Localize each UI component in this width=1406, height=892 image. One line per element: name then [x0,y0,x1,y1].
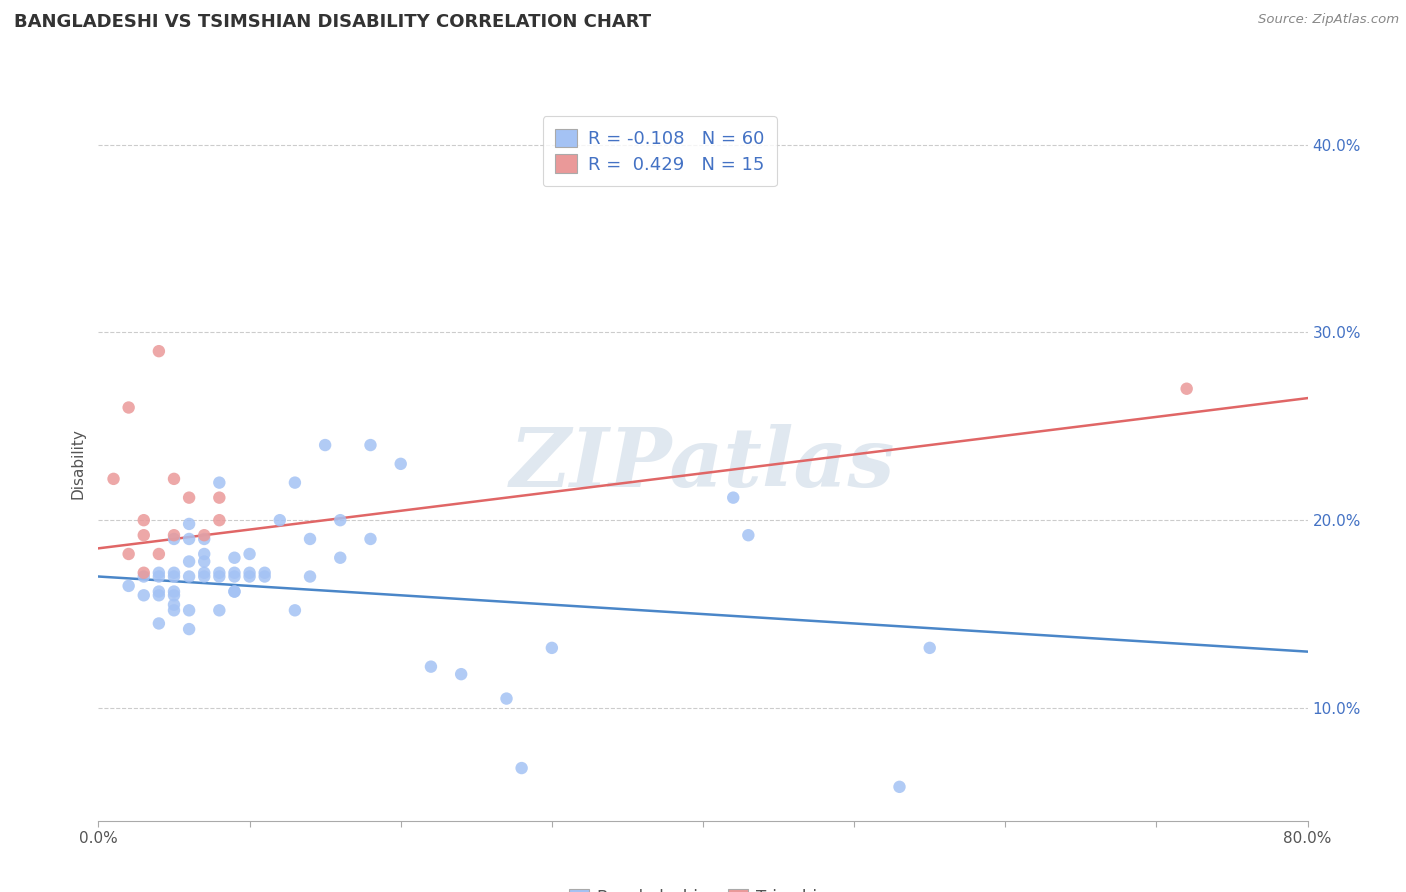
Point [329,550,352,565]
Point [193,532,215,546]
Point [179,516,201,531]
Point [224,569,246,583]
Text: Source: ZipAtlas.com: Source: ZipAtlas.com [1258,13,1399,27]
Point [299,569,322,583]
Point [239,569,262,583]
Point [163,472,186,486]
Point [269,513,291,527]
Point [360,438,382,452]
Point [163,569,186,583]
Point [193,547,215,561]
Point [299,532,322,546]
Point [148,566,170,580]
Point [132,569,155,583]
Point [889,780,911,794]
Point [495,691,517,706]
Point [224,584,246,599]
Point [132,513,155,527]
Point [224,566,246,580]
Point [253,566,276,580]
Point [163,566,186,580]
Point [148,547,170,561]
Point [450,667,472,681]
Point [224,584,246,599]
Point [253,569,276,583]
Point [208,566,231,580]
Point [314,438,336,452]
Point [179,554,201,568]
Point [179,491,201,505]
Point [193,528,215,542]
Text: BANGLADESHI VS TSIMSHIAN DISABILITY CORRELATION CHART: BANGLADESHI VS TSIMSHIAN DISABILITY CORR… [14,13,651,31]
Point [284,603,307,617]
Point [193,569,215,583]
Point [179,622,201,636]
Point [737,528,759,542]
Point [163,528,186,542]
Point [193,566,215,580]
Point [103,472,125,486]
Point [179,532,201,546]
Point [132,528,155,542]
Point [284,475,307,490]
Y-axis label: Disability: Disability [70,428,86,500]
Point [239,566,262,580]
Point [179,569,201,583]
Point [208,491,231,505]
Point [118,547,141,561]
Point [163,588,186,602]
Point [163,603,186,617]
Point [1175,382,1198,396]
Point [148,344,170,359]
Point [510,761,533,775]
Point [118,401,141,415]
Point [723,491,745,505]
Point [918,640,941,655]
Point [163,532,186,546]
Point [148,588,170,602]
Point [389,457,412,471]
Point [163,598,186,612]
Point [163,584,186,599]
Point [239,547,262,561]
Point [132,588,155,602]
Point [132,566,155,580]
Point [360,532,382,546]
Point [118,579,141,593]
Point [208,569,231,583]
Point [148,569,170,583]
Legend: Bangladeshis, Tsimshian: Bangladeshis, Tsimshian [562,882,844,892]
Point [224,550,246,565]
Point [148,584,170,599]
Point [540,640,562,655]
Point [208,475,231,490]
Point [193,554,215,568]
Text: ZIPatlas: ZIPatlas [510,424,896,504]
Point [420,659,443,673]
Point [329,513,352,527]
Point [208,603,231,617]
Point [179,603,201,617]
Point [148,616,170,631]
Point [208,513,231,527]
